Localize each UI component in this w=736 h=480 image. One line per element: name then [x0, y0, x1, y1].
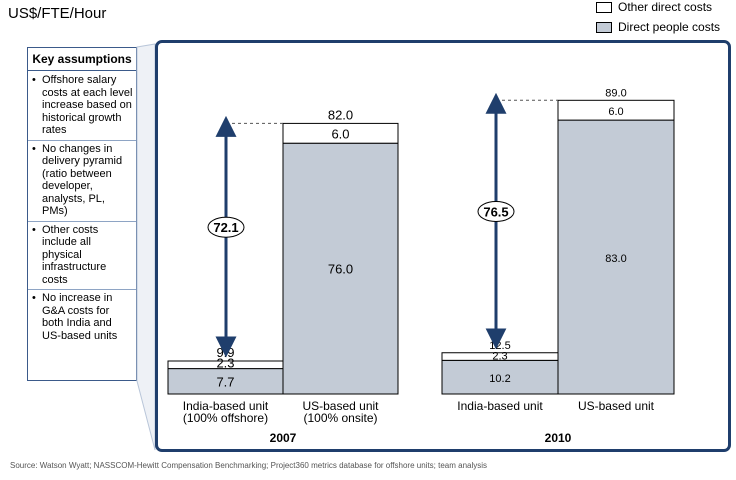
chart-panel: 7.7 2.3 9.9 India-based unit (100% offshore)… — [155, 40, 731, 452]
year-label: 2007 — [270, 431, 297, 445]
source-note: Source: Watson Wyatt; NASSCOM-Hewitt Com… — [10, 461, 488, 470]
assumption-item: No changes in delivery pyramid (ratio be… — [28, 141, 136, 222]
key-assumptions-box: Key assumptions Offshore salary costs at… — [27, 47, 137, 381]
assumption-item: Other costs include all physical infrast… — [28, 222, 136, 290]
data-label-other-direct: 6.0 — [331, 126, 349, 141]
legend-item-other-costs: Other direct costs — [596, 0, 712, 14]
year-label: 2010 — [545, 431, 572, 445]
bar-other-direct-costs — [557, 99, 675, 121]
data-label-total: 9.9 — [216, 345, 234, 360]
data-label-direct-people: 7.7 — [216, 374, 234, 389]
legend-swatch-people-costs — [596, 21, 612, 33]
key-assumptions-list: Offshore salary costs at each level incr… — [28, 72, 136, 345]
category-label: US-based unit — [302, 399, 379, 413]
difference-badge — [477, 201, 515, 223]
data-label-other-direct: 2.3 — [492, 350, 507, 362]
assumption-item: No increase in G&A costs for both India … — [28, 290, 136, 345]
data-label-direct-people: 83.0 — [605, 253, 626, 265]
assumption-item: Offshore salary costs at each level incr… — [28, 72, 136, 141]
bar-direct-people-costs — [441, 359, 559, 395]
difference-badge — [207, 216, 245, 238]
legend-label-people-costs: Direct people costs — [618, 20, 721, 34]
key-assumptions-title: Key assumptions — [28, 48, 136, 71]
category-label: (100% onsite) — [303, 411, 377, 425]
legend-swatch-other-costs — [596, 1, 612, 13]
category-label: India-based unit — [457, 399, 543, 413]
legend-label-other-costs: Other direct costs — [618, 0, 713, 14]
data-label-total: 82.0 — [328, 107, 353, 122]
bar-direct-people-costs — [557, 119, 675, 395]
category-label: (100% offshore) — [183, 411, 268, 425]
data-label-direct-people: 10.2 — [489, 373, 510, 385]
difference-label: 72.1 — [213, 220, 238, 235]
data-label-other-direct: 2.3 — [216, 356, 234, 371]
unit-label: US$/FTE/Hour — [8, 5, 107, 22]
data-label-other-direct: 6.0 — [608, 106, 623, 118]
category-label: India-based unit — [183, 399, 269, 413]
data-label-total: 89.0 — [605, 87, 626, 99]
data-label-direct-people: 76.0 — [328, 262, 353, 277]
data-label-total: 12.5 — [489, 340, 510, 352]
bar-other-direct-costs — [282, 122, 399, 144]
bar-direct-people-costs — [167, 368, 284, 395]
bar-direct-people-costs — [282, 142, 399, 395]
legend-item-people-costs: Direct people costs — [596, 20, 720, 34]
difference-label: 76.5 — [483, 205, 508, 220]
category-label: US-based unit — [578, 399, 655, 413]
